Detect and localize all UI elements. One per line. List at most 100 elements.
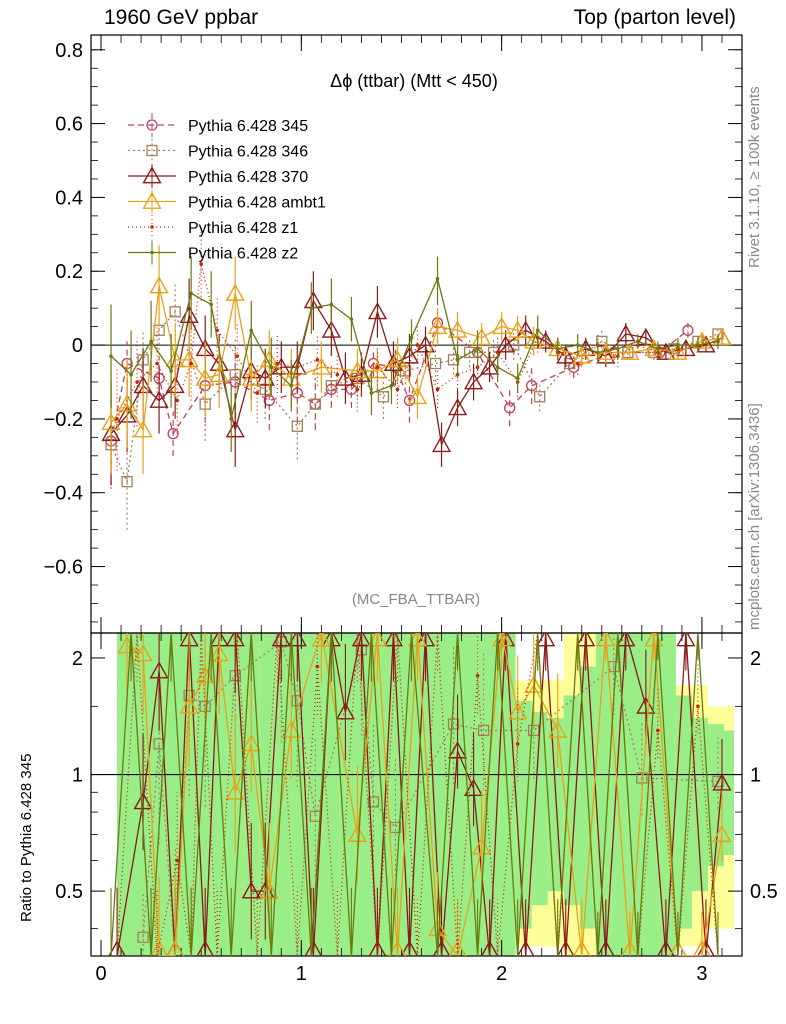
marker-dot [409, 335, 414, 340]
ratio-series-group [108, 633, 732, 956]
marker-dot [169, 369, 173, 373]
ratio-band-inner [117, 633, 132, 956]
marker-dot [155, 361, 159, 366]
marker-circle [682, 324, 694, 336]
marker-triangle [133, 792, 153, 810]
marker-triangle [668, 342, 688, 360]
marker-triangle [636, 696, 656, 714]
marker-triangle [480, 357, 500, 375]
ratio-band-inner [483, 633, 500, 956]
marker-triangle [225, 782, 245, 800]
legend-item: Pythia 6.428 370 [128, 164, 308, 188]
legend-item: Pythia 6.428 z1 [128, 215, 298, 239]
x-tick-label: 2 [496, 963, 507, 985]
ratio-y-tick-label-right: 1 [750, 765, 761, 787]
y-tick-label: 0 [72, 335, 83, 357]
marker-triangle [576, 633, 596, 647]
marker-triangle [196, 940, 214, 956]
marker-triangle [150, 940, 168, 956]
ratio-band-inner [275, 633, 292, 956]
y-tick-label: −0.4 [44, 483, 83, 505]
legend-label: Pythia 6.428 345 [188, 118, 308, 135]
marker-dot [595, 350, 600, 355]
ratio-series-line [142, 640, 718, 956]
marker-square [447, 718, 460, 730]
marker-dot [150, 250, 154, 255]
marker-dot [315, 664, 320, 669]
marker-square [712, 775, 724, 788]
marker-triangle [447, 741, 468, 759]
marker-dot [656, 728, 660, 733]
legend-label: Pythia 6.428 z1 [188, 220, 298, 237]
marker-dot [495, 365, 500, 370]
ratio-band-inner [531, 712, 548, 906]
marker-triangle [621, 940, 639, 956]
marker-dot [235, 354, 240, 358]
marker-triangle [209, 643, 229, 662]
marker-triangle [548, 720, 568, 738]
marker-dot [515, 742, 520, 746]
marker-triangle [415, 335, 436, 353]
chart-title: Δϕ (ttbar) (Mtt < 450) [330, 71, 498, 91]
marker-triangle [693, 940, 711, 956]
marker-triangle [596, 633, 616, 647]
marker-triangle [508, 702, 528, 720]
marker-dot [335, 372, 340, 377]
marker-dot [535, 328, 540, 333]
marker-triangle [347, 824, 367, 842]
marker-dot [676, 343, 680, 347]
marker-triangle [195, 665, 215, 684]
marker-dot [475, 346, 480, 351]
legend-item: Pythia 6.428 ambt1 [128, 189, 326, 214]
marker-square [389, 821, 402, 834]
x-tick-label: 3 [696, 963, 707, 985]
marker-triangle [492, 316, 512, 335]
ratio-band-inner [515, 700, 532, 929]
marker-dot [309, 306, 314, 310]
marker-triangle [496, 335, 516, 353]
marker-triangle [556, 940, 575, 956]
marker-triangle [399, 346, 420, 364]
marker-triangle [516, 940, 535, 956]
marker-triangle [712, 773, 732, 791]
series-line [110, 321, 689, 442]
marker-dot [696, 343, 700, 347]
marker-square [377, 391, 390, 403]
marker-triangle [108, 940, 126, 956]
marker-square [146, 144, 158, 157]
marker-dot [355, 387, 360, 392]
marker-dot [475, 673, 480, 678]
marker-dot [455, 358, 460, 362]
marker-triangle [259, 349, 279, 368]
marker-dot [315, 358, 320, 362]
y-tick-label: 0.6 [55, 114, 83, 136]
marker-triangle [407, 633, 428, 647]
marker-triangle [596, 940, 615, 956]
marker-dot [115, 417, 119, 421]
marker-triangle [431, 434, 452, 453]
chart-subtitle: (MC_FBA_TTBAR) [352, 591, 480, 608]
marker-dot [289, 383, 294, 388]
marker-dot [269, 365, 274, 370]
marker-triangle [669, 940, 687, 956]
marker-triangle [179, 305, 199, 323]
legend-label: Pythia 6.428 346 [188, 144, 308, 161]
marker-dot [229, 417, 234, 421]
marker-dot [129, 372, 133, 377]
marker-square [291, 695, 303, 707]
marker-triangle [287, 357, 307, 375]
ratio-band-inner [691, 717, 708, 892]
marker-dot [349, 317, 354, 322]
marker-circle [403, 394, 416, 407]
marker-triangle [472, 837, 492, 855]
series-5 [109, 256, 720, 453]
mcplots-label: mcplots.cern.ch [arXiv:1306.3436] [746, 403, 763, 630]
marker-triangle [676, 338, 696, 357]
marker-triangle [367, 361, 388, 379]
marker-dot [575, 343, 580, 347]
marker-triangle [101, 412, 121, 431]
ratio-band-inner [563, 695, 580, 906]
marker-square [528, 724, 540, 737]
marker-triangle [241, 734, 261, 752]
